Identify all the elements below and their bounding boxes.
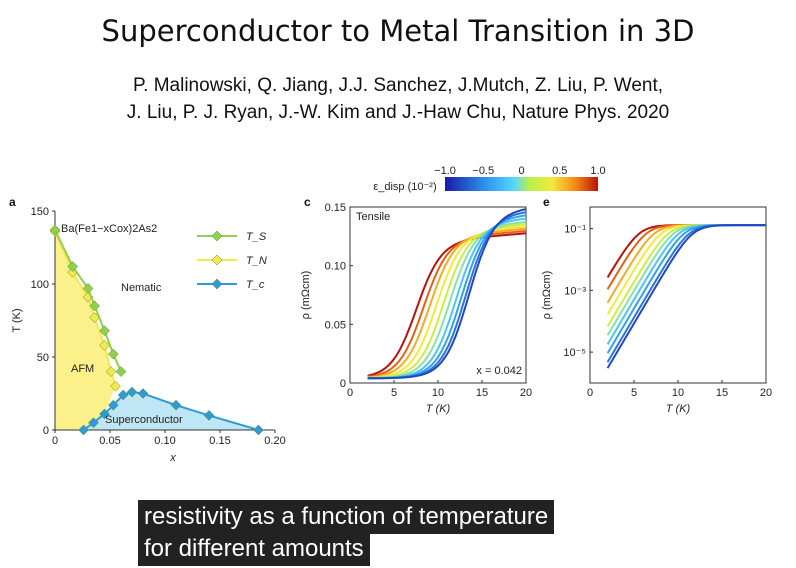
tc-series-point	[99, 408, 110, 420]
tc-series-point	[253, 424, 264, 436]
colorbar-tick-label: 0	[518, 165, 524, 177]
ts-series-point	[49, 224, 61, 236]
x-tick-label: 0	[587, 387, 593, 399]
tn-series-point	[110, 380, 121, 392]
x-tick-label: 15	[716, 387, 728, 399]
panel-a-phase-diagram: a 0 0.05 0.10 0.15 0.20 0 50 100 150 x T (K) Ba(Fe1−…	[9, 195, 286, 464]
colorbar-label: ε_disp (10⁻²)	[373, 181, 436, 193]
y-tick-label: 0.10	[325, 261, 346, 273]
subtitle-caption-line-2: for different amounts	[138, 532, 370, 566]
author-list: P. Malinowski, Q. Jiang, J.J. Sanchez, J…	[0, 72, 796, 126]
panel-e-resistivity-log: e 0 5 10 15 20 10⁻¹ 10⁻³ 10⁻⁵ T (K) ρ (mΩcm)	[541, 195, 772, 415]
colorbar-tick-label: −1.0	[434, 165, 456, 177]
x-tick-label: 0	[52, 435, 58, 447]
y-tick-label: 10⁻³	[564, 285, 586, 297]
ts-series-point	[82, 283, 94, 294]
authors-line-1: P. Malinowski, Q. Jiang, J.J. Sanchez, J…	[132, 75, 664, 96]
x-tick-label: 5	[631, 387, 637, 399]
y-tick-label: 10⁻¹	[564, 224, 586, 236]
x-tick-label: 15	[476, 387, 488, 399]
resistivity-curve	[367, 232, 527, 377]
panel-label-c: c	[304, 195, 311, 209]
x-tick-label: 10	[432, 387, 444, 399]
y-tick-label: 150	[31, 206, 49, 218]
resistivity-curve-log	[606, 224, 766, 354]
compound-label: Ba(Fe1−xCox)2As2	[61, 223, 157, 235]
strain-colorbar: −1.0 −0.5 0 0.5 1.0 ε_disp (10⁻²)	[373, 165, 605, 193]
nematic-label: Nematic	[121, 282, 162, 294]
y-tick-label: 10⁻⁵	[563, 347, 586, 359]
tc-series-line	[83, 391, 259, 431]
doping-label: x = 0.042	[476, 365, 522, 377]
authors-line-2: J. Liu, P. J. Ryan, J.-W. Kim and J.-Haw…	[126, 102, 670, 123]
x-tick-label: 20	[760, 387, 772, 399]
panel-c-resistivity-linear: c 0 5 10 15 20 0 0.05 0.10 0.15 T (K) ρ (mΩcm) Tensi…	[300, 195, 532, 415]
legend-marker	[211, 278, 223, 290]
legend-label: T_c	[246, 279, 265, 291]
ts-series-point	[99, 325, 110, 337]
colorbar-gradient	[445, 177, 598, 191]
ts-series-point	[89, 300, 100, 312]
y-axis-label: T (K)	[11, 308, 23, 332]
panel-label-a: a	[9, 195, 16, 209]
ts-series-point	[107, 348, 119, 360]
superconductor-region	[83, 392, 259, 430]
tc-series-point	[137, 388, 149, 399]
legend-marker	[211, 254, 223, 266]
y-axis-label: ρ (mΩcm)	[541, 271, 553, 320]
x-tick-label: 10	[672, 387, 684, 399]
x-axis-label: x	[169, 452, 176, 464]
resistivity-curve	[367, 227, 527, 379]
x-tick-label: 0.05	[99, 435, 120, 447]
y-tick-label: 0.05	[325, 319, 346, 331]
y-axis-label: ρ (mΩcm)	[300, 271, 312, 320]
tc-series-point	[117, 389, 129, 401]
afm-label: AFM	[71, 363, 94, 375]
x-tick-label: 20	[520, 387, 532, 399]
tc-series-point	[78, 424, 89, 436]
resistivity-curve	[367, 230, 527, 378]
tc-series-point	[170, 399, 182, 411]
colorbar-tick-label: −0.5	[472, 165, 494, 177]
legend-label: T_N	[246, 255, 267, 267]
resistivity-curve-log	[606, 224, 766, 369]
superconductor-label: Superconductor	[105, 414, 183, 426]
slide-title: Superconductor to Metal Transition in 3D	[101, 14, 695, 48]
colorbar-tick-label: 1.0	[590, 165, 605, 177]
x-tick-label: 0.20	[264, 435, 285, 447]
y-tick-label: 100	[31, 279, 49, 291]
resistivity-curve	[367, 208, 527, 380]
x-tick-label: 0	[347, 387, 353, 399]
y-tick-label: 50	[37, 352, 49, 364]
y-tick-label: 0	[43, 425, 49, 437]
x-axis-label: T (K)	[426, 403, 451, 415]
panel-label-e: e	[543, 195, 550, 209]
tc-series-point	[203, 410, 215, 421]
y-tick-label: 0	[340, 378, 346, 390]
legend-marker	[211, 230, 223, 242]
x-axis-label: T (K)	[666, 403, 691, 415]
tc-series-point	[88, 417, 99, 429]
ts-series-point	[115, 366, 127, 377]
tc-series-point	[107, 399, 119, 411]
legend-label: T_S	[246, 231, 267, 243]
tensile-label: Tensile	[356, 211, 390, 223]
resistivity-curve	[367, 225, 527, 379]
tn-series-point	[105, 366, 117, 377]
y-tick-label: 0.15	[325, 202, 346, 214]
x-tick-label: 5	[391, 387, 397, 399]
afm-region	[55, 231, 116, 430]
x-tick-label: 0.15	[209, 435, 230, 447]
x-tick-label: 0.10	[154, 435, 175, 447]
tn-series-point	[99, 339, 110, 351]
colorbar-tick-label: 0.5	[552, 165, 567, 177]
ts-series-point	[67, 261, 78, 272]
subtitle-caption-line-1: resistivity as a function of temperature	[138, 500, 555, 534]
tc-series-point	[126, 386, 138, 398]
